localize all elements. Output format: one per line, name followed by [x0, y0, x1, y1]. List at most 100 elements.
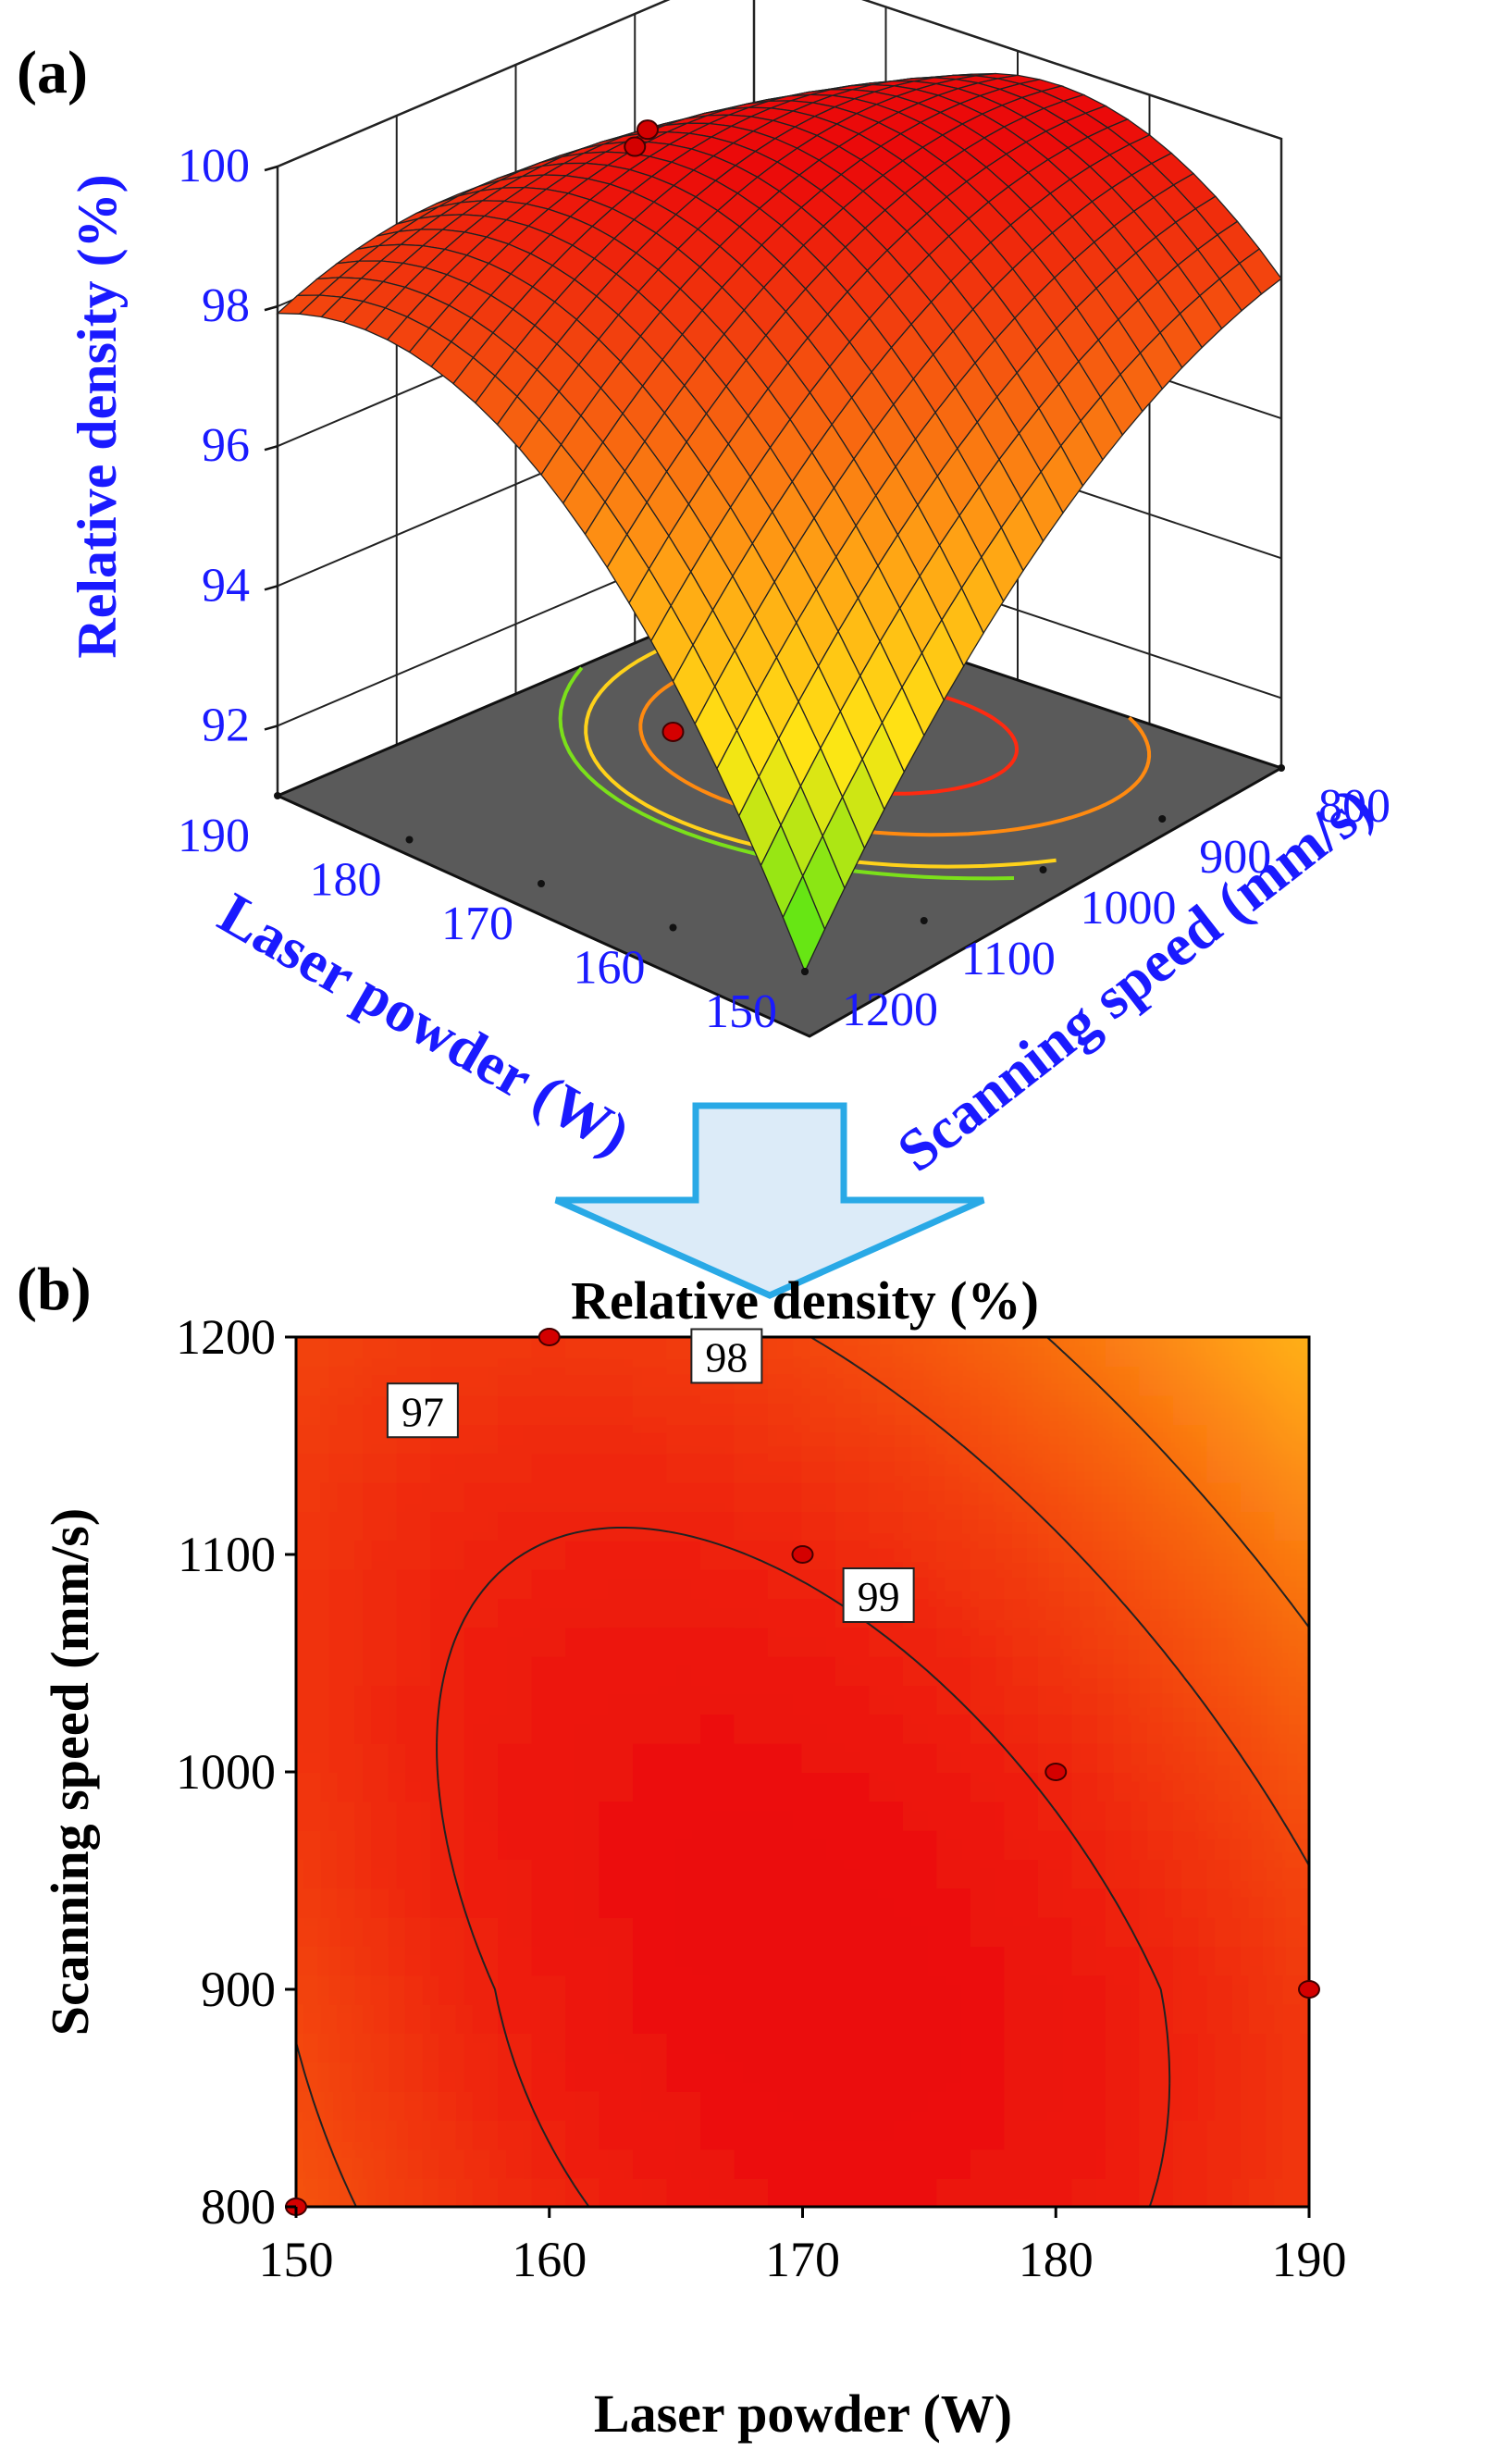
- heat-cell: [633, 1393, 669, 1425]
- heat-cell: [869, 1945, 905, 1976]
- heat-cell: [734, 1974, 770, 2005]
- heat-cell: [599, 1974, 635, 2005]
- heat-cell: [869, 1974, 905, 2005]
- heat-cell: [835, 1713, 871, 1744]
- heat-cell: [296, 1423, 297, 1455]
- heat-cell: [666, 1423, 702, 1455]
- heat-cell: [936, 1713, 972, 1744]
- heat-cell: [296, 1828, 331, 1860]
- heat-cell: [1206, 2176, 1242, 2207]
- heat-cell: [1071, 2032, 1107, 2063]
- heat-cell: [1139, 2002, 1175, 2034]
- heat-cell: [464, 1337, 500, 1368]
- heat-cell: [1274, 1365, 1309, 1396]
- heat-cell: [903, 1887, 939, 1918]
- heat-cell: [1308, 1915, 1309, 1947]
- heat-cell: [1139, 1741, 1175, 1773]
- heat-cell: [396, 1626, 432, 1657]
- heat-cell: [1106, 1423, 1142, 1455]
- heat-cell: [464, 2176, 500, 2207]
- heat-cell: [835, 2176, 871, 2207]
- heat-cell: [1241, 1337, 1277, 1338]
- heat-cell: [1071, 1887, 1107, 1918]
- heat-cell: [666, 2176, 702, 2207]
- heat-cell: [936, 1654, 972, 1686]
- heat-cell: [1342, 1278, 1378, 1308]
- z-tick-label: 100: [178, 140, 250, 192]
- heat-cell: [633, 1945, 669, 1976]
- heat-cell: [328, 1974, 365, 2005]
- heat-cell: [835, 1945, 871, 1976]
- heat-cell: [599, 1771, 635, 1802]
- heat-cell: [666, 1771, 702, 1802]
- heat-cell: [633, 1974, 669, 2005]
- heat-cell: [430, 1741, 466, 1773]
- heat-cell: [464, 1713, 500, 1744]
- heat-cell: [835, 2032, 871, 2063]
- heat-cell: [1038, 1684, 1074, 1715]
- heat-cell: [1139, 1423, 1175, 1455]
- x-tick-label: 150: [259, 2232, 334, 2287]
- x-tick-label: 160: [512, 2232, 587, 2287]
- heat-cell: [228, 1365, 264, 1395]
- heat-cell: [700, 1713, 736, 1744]
- heat-cell: [1139, 1945, 1175, 1976]
- heat-cell: [1308, 1423, 1309, 1455]
- heat-cell: [498, 1771, 534, 1802]
- heat-cell: [599, 2089, 635, 2121]
- heat-cell: [328, 1539, 365, 1570]
- heat-cell: [565, 1858, 601, 1889]
- heat-cell: [296, 1365, 331, 1396]
- heat-cell: [1173, 1567, 1209, 1599]
- heat-cell: [1038, 1278, 1074, 1308]
- heat-cell: [1038, 1887, 1074, 1918]
- heat-cell: [296, 1654, 331, 1686]
- heat-cell: [1274, 1480, 1309, 1512]
- heat-cell: [531, 1654, 567, 1686]
- heat-cell: [1308, 1741, 1309, 1773]
- heat-cell: [1173, 1393, 1209, 1425]
- heat-cell: [1004, 1567, 1040, 1599]
- heat-cell: [970, 2032, 1007, 2063]
- heat-cell: [970, 2235, 1007, 2265]
- heat-cell: [396, 1567, 432, 1599]
- heat-cell: [734, 2061, 770, 2092]
- heat-cell: [1206, 1974, 1242, 2005]
- heat-cell: [396, 1741, 432, 1773]
- heat-cell: [869, 1452, 905, 1483]
- surface-point: [661, 721, 685, 742]
- heat-cell: [1071, 1771, 1107, 1802]
- heat-cell: [531, 2176, 567, 2207]
- heat-cell: [363, 1828, 399, 1860]
- heat-cell: [666, 1393, 702, 1425]
- heat-cell: [970, 2119, 1007, 2150]
- contour-label: 97: [402, 1388, 444, 1435]
- heat-cell: [734, 1684, 770, 1715]
- heat-cell: [599, 1337, 635, 1368]
- heat-cell: [498, 1278, 534, 1308]
- heat-cell: [633, 1480, 669, 1512]
- heat-cell: [599, 1800, 635, 1831]
- heat-cell: [363, 2176, 399, 2207]
- heat-cell: [700, 2119, 736, 2150]
- heat-cell: [363, 2119, 399, 2150]
- heat-cell: [363, 2148, 399, 2179]
- heat-cell: [1139, 1539, 1175, 1570]
- heat-cell: [1038, 1713, 1074, 1744]
- heat-cell: [903, 1423, 939, 1455]
- heat-cell: [700, 2002, 736, 2034]
- heat-cell: [1342, 2177, 1378, 2208]
- heat-cell: [700, 1567, 736, 1599]
- heat-cell: [1106, 1713, 1142, 1744]
- heat-cell: [328, 2089, 365, 2121]
- panel-a-surface-plot: 100 98 96 94 92 190 180 170 160 150 800 900 1000 1100…: [17, 0, 1391, 1184]
- heat-cell: [228, 1713, 264, 1743]
- heat-cell: [1004, 1800, 1040, 1831]
- heat-cell: [396, 1828, 432, 1860]
- heat-cell: [1308, 2002, 1309, 2034]
- heat-cell: [1139, 2148, 1175, 2179]
- heat-cell: [1038, 2032, 1074, 2063]
- heat-cell: [1139, 1713, 1175, 1744]
- z-tick-mark: [264, 585, 278, 591]
- heat-cell: [801, 1452, 837, 1483]
